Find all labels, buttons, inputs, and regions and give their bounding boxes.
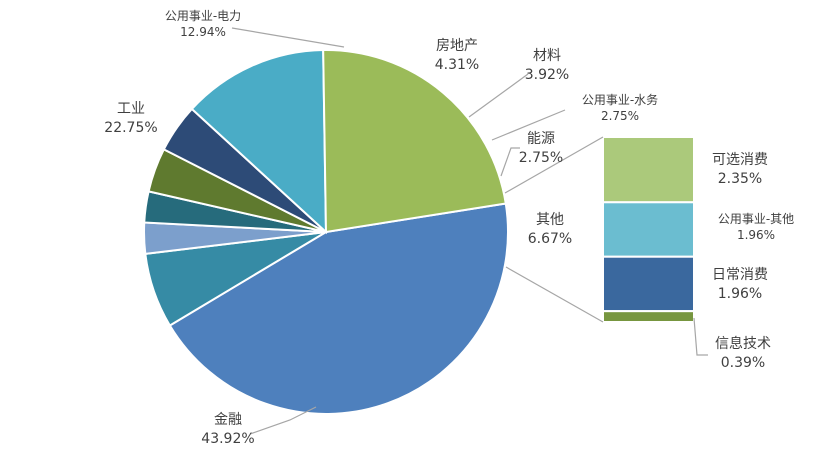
leader-line [231,27,345,48]
connector-line-bottom [505,266,604,323]
slice-label-value: 12.94% [180,25,226,39]
leader-line [491,109,566,141]
leader-line [693,317,708,356]
bar-label-name: 公用事业-其他 [718,212,794,226]
data-labels: 金融 43.92% 其他 6.67% 能源 2.75% 公用事业-水务 2.75% 材料 3.92… [104,9,794,447]
slice-label-value: 22.75% [104,120,157,136]
slice-label-name: 能源 [527,131,555,147]
slice-label-name: 材料 [533,48,561,64]
slice-label-value: 2.75% [519,150,563,166]
slice-label-name: 公用事业-水务 [582,92,658,107]
bar-label-name: 信息技术 [715,335,771,352]
slice-label-name: 其他 [536,212,564,228]
leader-lines [231,27,708,435]
bar-label-value: 2.35% [718,171,762,187]
bar-segment-公用事业-其他 [602,201,695,258]
slice-label-name: 公用事业-电力 [165,9,241,23]
bar-label-value: 0.39% [721,355,765,371]
leader-line [249,406,317,435]
pie-slice-金融 [168,202,509,415]
slice-label-value: 43.92% [201,431,254,447]
slice-label-value: 2.75% [601,109,639,123]
pie-slices [143,49,509,415]
slice-label-value: 3.92% [525,67,569,83]
bar-label-value: 1.96% [718,286,762,302]
slice-label-name: 金融 [214,412,242,428]
slice-label-value: 6.67% [528,231,572,247]
leader-line [468,73,529,118]
connector-line-top [504,136,604,194]
leader-line [500,147,520,177]
bar-segment-可选消费 [602,136,695,204]
bar-label-name: 日常消费 [712,267,768,283]
slice-label-name: 工业 [117,101,145,117]
slice-label-value: 4.31% [435,57,479,73]
slice-label-name: 房地产 [436,38,478,54]
bar-segment-信息技术 [602,310,695,324]
pie-slice-工业 [322,49,507,234]
bar-label-name: 可选消费 [712,152,768,168]
bar-segment-日常消费 [602,255,695,313]
pie-slice-公用事业-电力 [190,49,328,235]
breakdown-bar [602,136,695,324]
bar-label-value: 1.96% [737,228,775,242]
